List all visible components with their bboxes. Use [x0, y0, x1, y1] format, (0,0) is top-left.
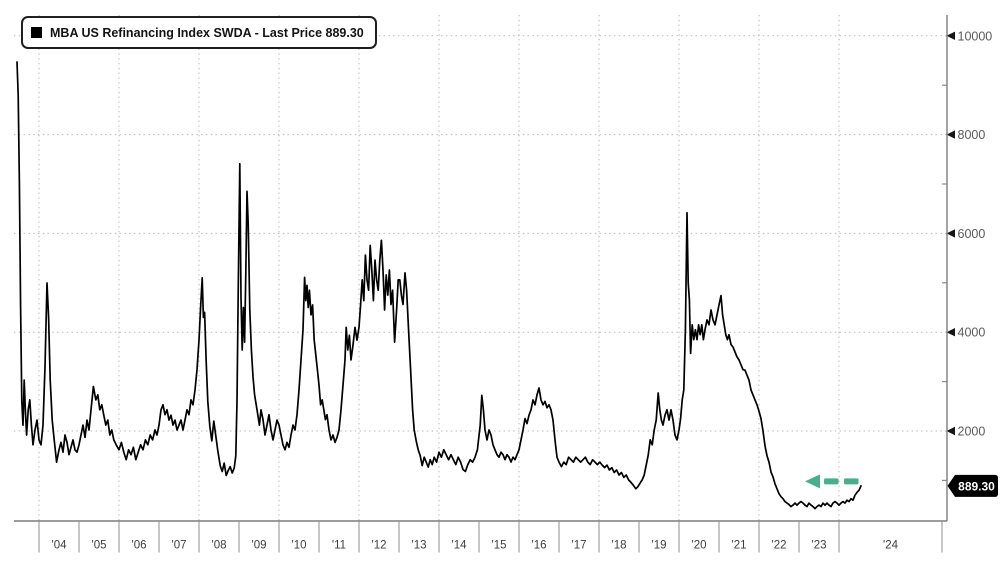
- x-axis-label-2015: '15: [492, 540, 507, 552]
- y-axis-label-6000: 6000: [958, 227, 986, 241]
- x-axis-label-2021: '21: [732, 540, 747, 552]
- x-axis-label-2012: '12: [372, 540, 387, 552]
- x-axis-label-2007: '07: [172, 540, 187, 552]
- x-axis-label-2011: '11: [332, 540, 346, 552]
- y-axis-label-10000: 10000: [958, 29, 993, 43]
- y-tick-arrow-icon-8000: [946, 130, 955, 139]
- legend-label: MBA US Refinancing Index SWDA - Last Pri…: [50, 25, 364, 40]
- x-axis-label-2016: '16: [532, 540, 547, 552]
- x-axis-label-2009: '09: [252, 540, 267, 552]
- x-axis-label-2020: '20: [692, 540, 707, 552]
- y-tick-arrow-icon-10000: [946, 31, 955, 40]
- x-axis-label-2006: '06: [132, 540, 147, 552]
- x-axis-label-2013: '13: [412, 540, 427, 552]
- y-tick-arrow-icon-2000: [946, 426, 955, 436]
- chart-legend[interactable]: MBA US Refinancing Index SWDA - Last Pri…: [21, 16, 377, 49]
- x-axis-label-2004: '04: [52, 540, 68, 552]
- trend-arrow-dash-1: [824, 478, 839, 485]
- x-axis-label-2024: '24: [883, 540, 899, 552]
- x-axis-label-2019: '19: [652, 540, 667, 552]
- x-axis-label-2010: '10: [292, 540, 307, 552]
- last-price-tag-text: 889.30: [958, 479, 995, 493]
- series-marker-icon: [31, 27, 42, 38]
- y-axis-label-4000: 4000: [958, 326, 986, 340]
- trend-arrow-dash-2: [844, 478, 859, 485]
- last-price-axis-tag: [947, 474, 998, 497]
- x-axis-label-2022: '22: [772, 540, 787, 552]
- x-axis-label-2017: '17: [572, 540, 587, 552]
- y-tick-arrow-icon-6000: [946, 229, 955, 238]
- x-axis-label-2008: '08: [212, 540, 227, 552]
- x-axis-label-2005: '05: [92, 540, 107, 552]
- y-tick-arrow-icon-4000: [946, 328, 955, 337]
- price-line: [16, 61, 862, 510]
- x-axis-label-2023: '23: [812, 540, 827, 552]
- y-axis-label-2000: 2000: [958, 425, 986, 439]
- x-axis-label-2014: '14: [452, 540, 468, 552]
- trend-arrow-icon: [805, 474, 820, 489]
- x-axis-label-2018: '18: [612, 540, 627, 552]
- y-axis-label-8000: 8000: [958, 128, 986, 142]
